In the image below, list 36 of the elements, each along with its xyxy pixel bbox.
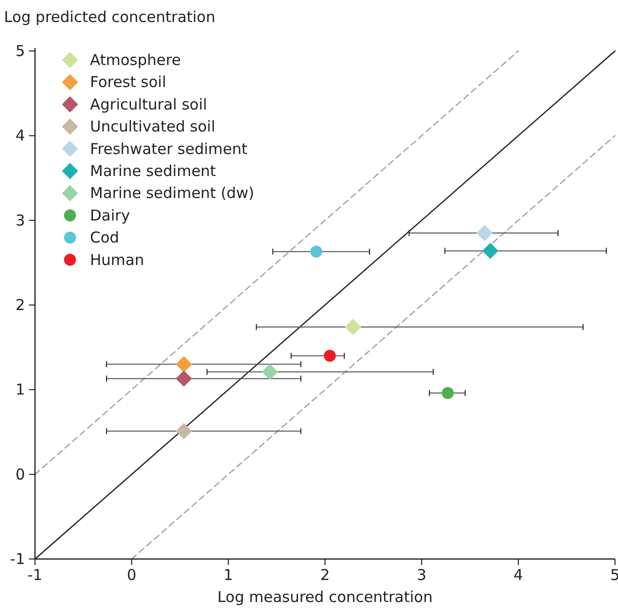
y-axis-title: Log predicted concentration <box>4 8 216 26</box>
legend-label: Agricultural soil <box>90 95 208 114</box>
legend-label: Marine sediment (dw) <box>90 184 254 202</box>
point <box>344 318 362 336</box>
point <box>476 224 493 242</box>
point <box>176 356 192 372</box>
x-tick-label: -1 <box>28 566 42 584</box>
x-tick-label: 0 <box>126 566 136 584</box>
y-tick-label: 4 <box>15 126 25 145</box>
point <box>310 246 322 258</box>
y-tick-label: 0 <box>15 465 25 484</box>
point <box>176 423 192 440</box>
legend-label: Forest soil <box>90 73 166 92</box>
x-axis-title: Log measured concentration <box>217 588 433 606</box>
legend-label: Cod <box>90 228 120 247</box>
legend-label: Freshwater sediment <box>90 140 248 158</box>
y-tick-label: -1 <box>10 550 25 568</box>
x-tick-label: 4 <box>514 566 524 584</box>
legend-label: Marine sediment <box>90 162 216 180</box>
legend-label: Human <box>90 250 144 269</box>
point <box>324 350 336 362</box>
point <box>176 370 192 387</box>
point <box>482 242 498 259</box>
legend-label: Dairy <box>90 206 130 224</box>
x-tick-label: 5 <box>610 566 618 584</box>
point <box>442 387 454 400</box>
y-tick-label: 3 <box>15 211 25 230</box>
x-tick-label: 3 <box>416 566 426 584</box>
legend-label: Atmosphere <box>90 51 181 69</box>
point <box>262 364 278 380</box>
y-tick-label: 2 <box>15 296 25 314</box>
x-tick-label: 2 <box>320 566 330 584</box>
y-tick-label: 1 <box>15 380 25 399</box>
x-tick-label: 1 <box>224 566 234 584</box>
legend-label: Uncultivated soil <box>90 118 216 136</box>
y-tick-label: 5 <box>15 42 25 60</box>
